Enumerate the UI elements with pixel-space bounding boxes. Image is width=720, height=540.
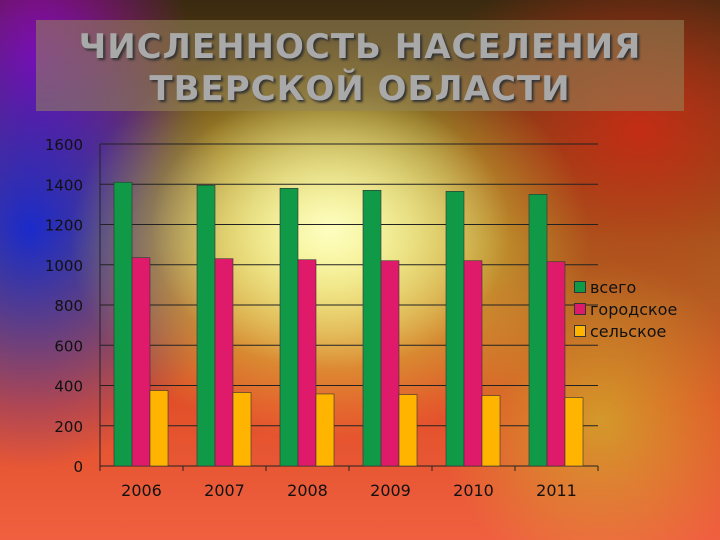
x-tick-label-2007: 2007 — [204, 481, 245, 500]
y-tick-label-800: 800 — [54, 297, 83, 315]
y-tick-label-1000: 1000 — [45, 257, 83, 275]
x-tick-label-2008: 2008 — [287, 481, 328, 500]
bar-total-2006 — [113, 181, 133, 467]
bar-urban-2011 — [546, 261, 566, 467]
bar-rural-2008 — [315, 393, 335, 467]
legend-item-total: всего — [574, 276, 677, 298]
bar-urban-2009 — [380, 260, 400, 467]
bar-rural-2010 — [481, 395, 501, 467]
title-banner — [36, 20, 684, 111]
y-tick-label-600: 600 — [54, 337, 83, 355]
y-tick-label-200: 200 — [54, 418, 83, 436]
bar-total-2009 — [362, 189, 382, 467]
legend-swatch-rural — [574, 325, 586, 337]
legend-item-rural: сельское — [574, 320, 677, 342]
chart-title: ЧИСЛЕННОСТЬ НАСЕЛЕНИЯ ТВЕРСКОЙ ОБЛАСТИ — [36, 26, 684, 110]
legend-label-rural: сельское — [590, 321, 667, 341]
chart-title-line-2: ТВЕРСКОЙ ОБЛАСТИ — [149, 69, 571, 109]
legend-label-urban: городское — [590, 299, 678, 319]
bar-total-2010 — [445, 190, 465, 467]
bar-total-2008 — [279, 187, 299, 467]
bar-urban-2007 — [214, 258, 234, 467]
chart-title-line-1: ЧИСЛЕННОСТЬ НАСЕЛЕНИЯ — [78, 27, 642, 67]
x-tick-label-2006: 2006 — [121, 481, 162, 500]
x-tick-label-2011: 2011 — [536, 481, 577, 500]
bar-urban-2010 — [463, 260, 483, 467]
bar-rural-2006 — [149, 390, 169, 467]
legend: всего городское сельское — [574, 276, 677, 342]
y-tick-label-1400: 1400 — [45, 176, 83, 194]
bar-urban-2006 — [131, 257, 151, 467]
bar-total-2007 — [196, 184, 216, 467]
legend-swatch-total — [574, 281, 586, 293]
x-tick-label-2009: 2009 — [370, 481, 411, 500]
y-tick-label-0: 0 — [73, 458, 83, 476]
bar-rural-2009 — [398, 394, 418, 467]
bar-rural-2011 — [564, 397, 584, 467]
bar-rural-2007 — [232, 392, 252, 467]
y-tick-label-1600: 1600 — [45, 136, 83, 154]
x-tick-label-2010: 2010 — [453, 481, 494, 500]
bar-urban-2008 — [297, 259, 317, 467]
y-tick-label-1200: 1200 — [45, 217, 83, 235]
y-tick-label-400: 400 — [54, 378, 83, 396]
bar-total-2011 — [528, 194, 548, 467]
legend-swatch-urban — [574, 303, 586, 315]
legend-item-urban: городское — [574, 298, 677, 320]
legend-label-total: всего — [590, 277, 637, 297]
